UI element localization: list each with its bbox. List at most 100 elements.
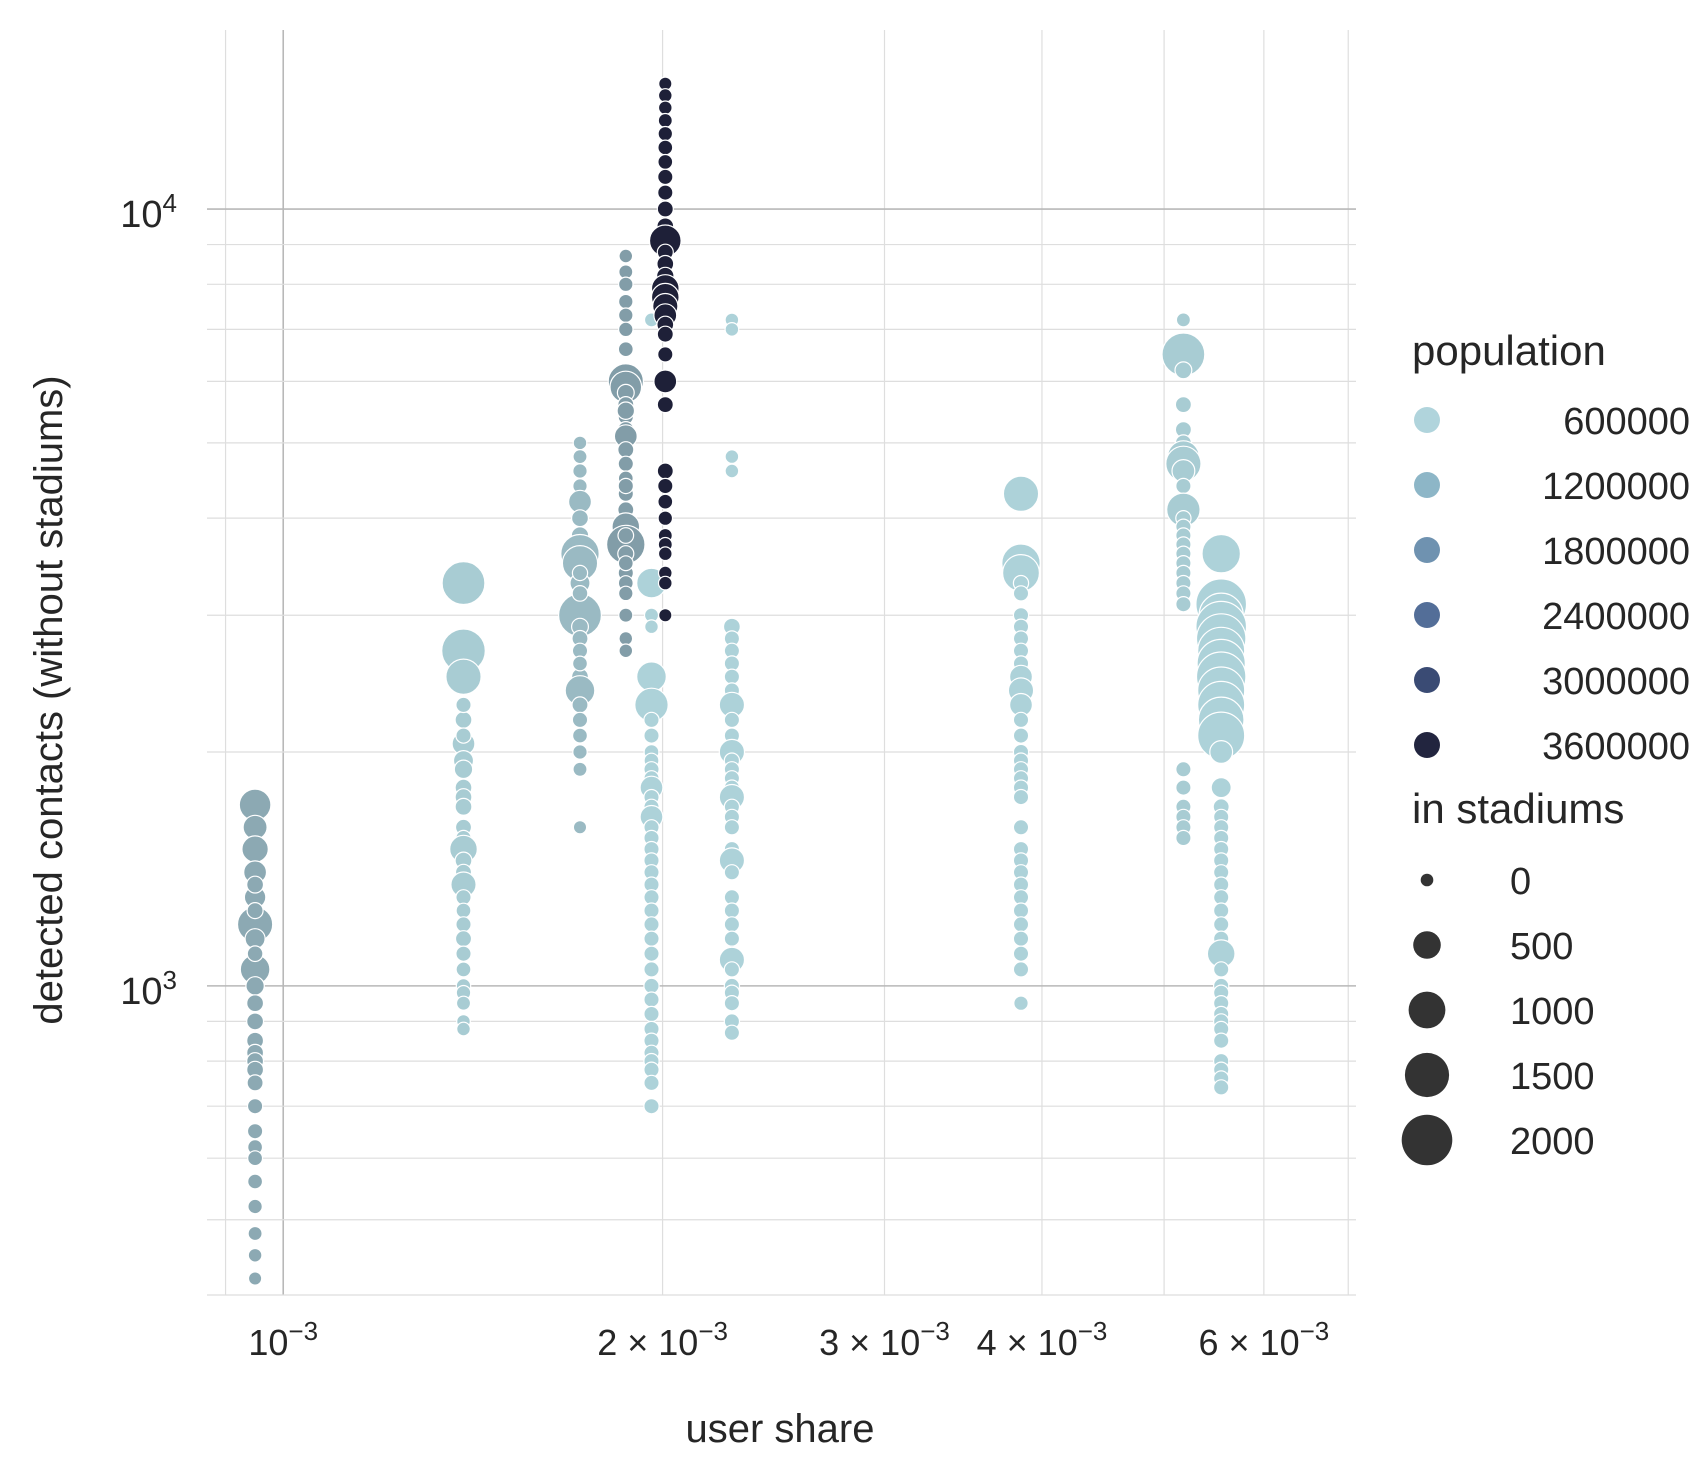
x-tick-exponent: −3 (920, 1316, 950, 1346)
data-point (1174, 396, 1193, 414)
x-tick-label: 10−3 (248, 1316, 318, 1363)
data-point (643, 916, 660, 933)
legend-title-population: population (1412, 327, 1606, 374)
data-point (572, 449, 588, 465)
data-point (643, 977, 660, 995)
data-point (247, 1225, 263, 1242)
data-point (571, 696, 589, 714)
x-axis-label: user share (686, 1407, 875, 1451)
data-point (643, 945, 660, 962)
point-group-8 (1001, 475, 1041, 1011)
data-point (455, 902, 472, 919)
data-point (657, 346, 674, 363)
data-point (1175, 596, 1192, 613)
data-point (1175, 477, 1192, 495)
legend-label-size: 2000 (1510, 1121, 1595, 1163)
data-point (571, 711, 589, 729)
data-point (644, 619, 659, 635)
y-tick-label: 103 (120, 965, 177, 1013)
data-point (246, 901, 264, 920)
point-group-2 (441, 561, 486, 1037)
data-point (656, 396, 674, 414)
data-point (617, 341, 634, 358)
data-point (246, 1122, 264, 1140)
data-point (1212, 902, 1230, 919)
data-point (723, 902, 741, 919)
data-point (1212, 1032, 1230, 1049)
data-point (1012, 788, 1030, 806)
data-point (571, 564, 589, 582)
data-point (1175, 312, 1192, 328)
data-point (246, 1012, 265, 1031)
data-point (571, 585, 589, 602)
data-point (617, 321, 634, 338)
data-point (617, 585, 634, 602)
data-point (572, 761, 588, 777)
data-point (572, 744, 588, 760)
data-point (247, 1271, 263, 1286)
point-group-1 (236, 788, 274, 1286)
data-point (643, 1074, 660, 1092)
x-tick-base: 10 (658, 1322, 698, 1363)
data-point (247, 1198, 263, 1215)
hue-legend-entries: 600000 1200000 1800000 2400000 3000000 360000… (1414, 401, 1690, 768)
point-group-4 (605, 248, 646, 659)
data-point (1012, 916, 1030, 933)
x-tick-label: 6 × 10−3 (1199, 1316, 1330, 1363)
data-point (616, 401, 636, 420)
data-point (246, 994, 265, 1013)
data-point (618, 607, 634, 623)
legend-marker-population (1414, 667, 1440, 693)
legend-marker-size (1413, 931, 1441, 959)
x-tick-exponent: −3 (1078, 1316, 1108, 1346)
data-point (572, 463, 588, 479)
data-point (1013, 995, 1029, 1011)
data-point (1012, 727, 1030, 744)
legend-label-population: 1200000 (1542, 466, 1690, 508)
point-group-6 (648, 76, 682, 623)
data-point (456, 1021, 471, 1037)
data-point (454, 710, 473, 729)
legend-title-in-stadiums: in stadiums (1412, 785, 1624, 832)
data-point (246, 875, 265, 894)
legend: population 600000 1200000 1800000 2400000 30… (1401, 327, 1690, 1166)
x-tick-label: 2 × 10−3 (597, 1316, 728, 1363)
data-point (454, 930, 473, 948)
y-axis-ticks: 103 104 (120, 188, 177, 1013)
point-group-5 (634, 312, 669, 1115)
data-point (455, 945, 472, 962)
data-point (657, 139, 674, 156)
y-tick-base: 10 (120, 194, 162, 236)
data-point (657, 184, 674, 201)
x-tick-multiplier: 6 × (1199, 1322, 1260, 1363)
data-point (643, 711, 660, 729)
legend-label-population: 3000000 (1542, 661, 1690, 703)
data-point (454, 797, 473, 816)
x-tick-label: 3 × 10−3 (819, 1316, 950, 1363)
data-point (617, 455, 635, 472)
data-point (247, 1247, 263, 1263)
y-tick-label: 104 (120, 188, 177, 236)
data-point (455, 696, 472, 714)
data-point (723, 995, 741, 1012)
data-point (657, 100, 673, 116)
data-point (643, 1005, 660, 1023)
x-tick-multiplier: 4 × (977, 1322, 1038, 1363)
data-point (246, 1097, 264, 1115)
data-point (618, 248, 634, 264)
data-point (1012, 585, 1030, 602)
legend-label-population: 2400000 (1542, 596, 1690, 638)
data-point (1174, 361, 1193, 380)
legend-marker-population (1414, 472, 1440, 498)
data-point (1012, 930, 1030, 947)
data-point (658, 608, 673, 623)
data-point (657, 168, 674, 186)
data-point (636, 661, 667, 693)
point-group-10 (1195, 533, 1248, 1096)
data-point (657, 546, 673, 562)
data-point (657, 510, 674, 526)
size-legend-entries: 0 500 1000 1500 2000 (1401, 861, 1595, 1166)
data-point (1175, 779, 1192, 796)
x-tick-multiplier: 2 × (597, 1322, 658, 1363)
point-group-3 (557, 435, 602, 835)
